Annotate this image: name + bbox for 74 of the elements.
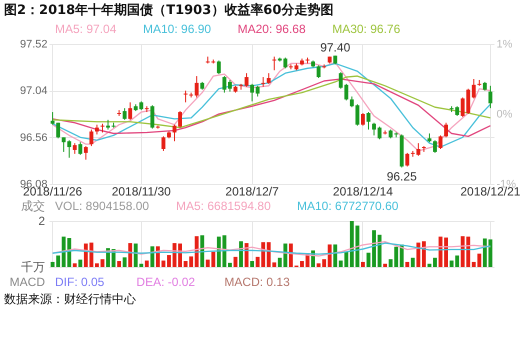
- bar: [239, 241, 243, 267]
- source-note: 数据来源：财经行情中心: [4, 292, 136, 306]
- candlestick: [216, 60, 221, 75]
- bar: [150, 246, 154, 267]
- candlestick: [466, 88, 470, 114]
- y-tick-label: 97.04: [20, 85, 48, 98]
- line-series: [52, 78, 492, 138]
- candlestick: [266, 72, 271, 84]
- candlestick: [100, 123, 104, 133]
- candlestick: [84, 146, 88, 160]
- candlestick: [150, 104, 154, 130]
- candlestick: [72, 142, 77, 154]
- bar: [250, 261, 254, 267]
- candlestick: [94, 124, 99, 135]
- annotation: 97.40: [320, 40, 351, 55]
- bar: [206, 260, 210, 267]
- candlestick: [488, 85, 492, 109]
- candlestick: [261, 76, 266, 88]
- text: MA5: 6681594.80: [176, 199, 272, 213]
- bar: [338, 260, 343, 267]
- candlestick: [316, 64, 321, 79]
- candlestick: [460, 96, 465, 118]
- x-tick-label: 2018/12/7: [225, 184, 280, 198]
- candlestick: [438, 134, 442, 150]
- text: MA10: 96.90: [143, 22, 212, 36]
- candlestick: [344, 83, 348, 101]
- candlestick: [184, 90, 188, 103]
- bar: [122, 257, 127, 267]
- x-tick-label: 2018/11/30: [112, 184, 172, 198]
- candlestick: [444, 122, 448, 138]
- candlestick: [433, 140, 437, 154]
- text: MA20: 96.68: [238, 22, 306, 36]
- y2-tick-label: 1%: [496, 38, 513, 50]
- text: DIF: 0.05: [55, 275, 105, 289]
- bar: [211, 252, 216, 267]
- text: MA5: 97.04: [55, 22, 117, 36]
- bar: [144, 260, 149, 267]
- text: MACD: [10, 275, 46, 289]
- candlestick: [366, 112, 370, 130]
- text: MA10: 6772770.60: [297, 199, 399, 213]
- bar: [78, 260, 82, 267]
- candlestick: [272, 56, 276, 71]
- bar: [128, 243, 132, 267]
- bar: [244, 243, 248, 267]
- line-series: [52, 75, 492, 128]
- candlestick: [128, 102, 132, 120]
- candlestick: [67, 140, 72, 158]
- y2-tick-label: 0%: [496, 108, 513, 120]
- candlestick: [361, 112, 365, 126]
- candlestick: [161, 136, 166, 152]
- text: VOL: 8904158.00: [55, 199, 150, 213]
- y-tick-label: 97.52: [20, 38, 48, 50]
- bar: [460, 236, 465, 267]
- y-tick-label: 96.56: [20, 132, 48, 144]
- x-tick-label: 2018/12/14: [332, 184, 394, 198]
- text: MA30: 96.76: [332, 22, 401, 36]
- bar: [383, 264, 388, 267]
- candlestick: [89, 129, 94, 147]
- candlestick: [62, 136, 66, 152]
- bar: [361, 262, 365, 267]
- bar: [234, 256, 238, 267]
- candlestick: [122, 108, 127, 120]
- text: 千万: [21, 260, 45, 274]
- text: 2: [38, 214, 46, 228]
- candlestick: [78, 142, 82, 156]
- annotation: 96.25: [386, 169, 418, 184]
- text: MACD: 0.13: [224, 275, 290, 289]
- bar: [117, 261, 122, 267]
- y-axis-title: 成交: [21, 199, 45, 213]
- text: DEA: -0.02: [136, 275, 196, 289]
- chart-title: 图2：2018年十年期国债（T1903）收益率60分走势图: [4, 2, 334, 18]
- candlestick: [338, 72, 343, 90]
- bar: [410, 258, 415, 267]
- bar: [477, 254, 482, 267]
